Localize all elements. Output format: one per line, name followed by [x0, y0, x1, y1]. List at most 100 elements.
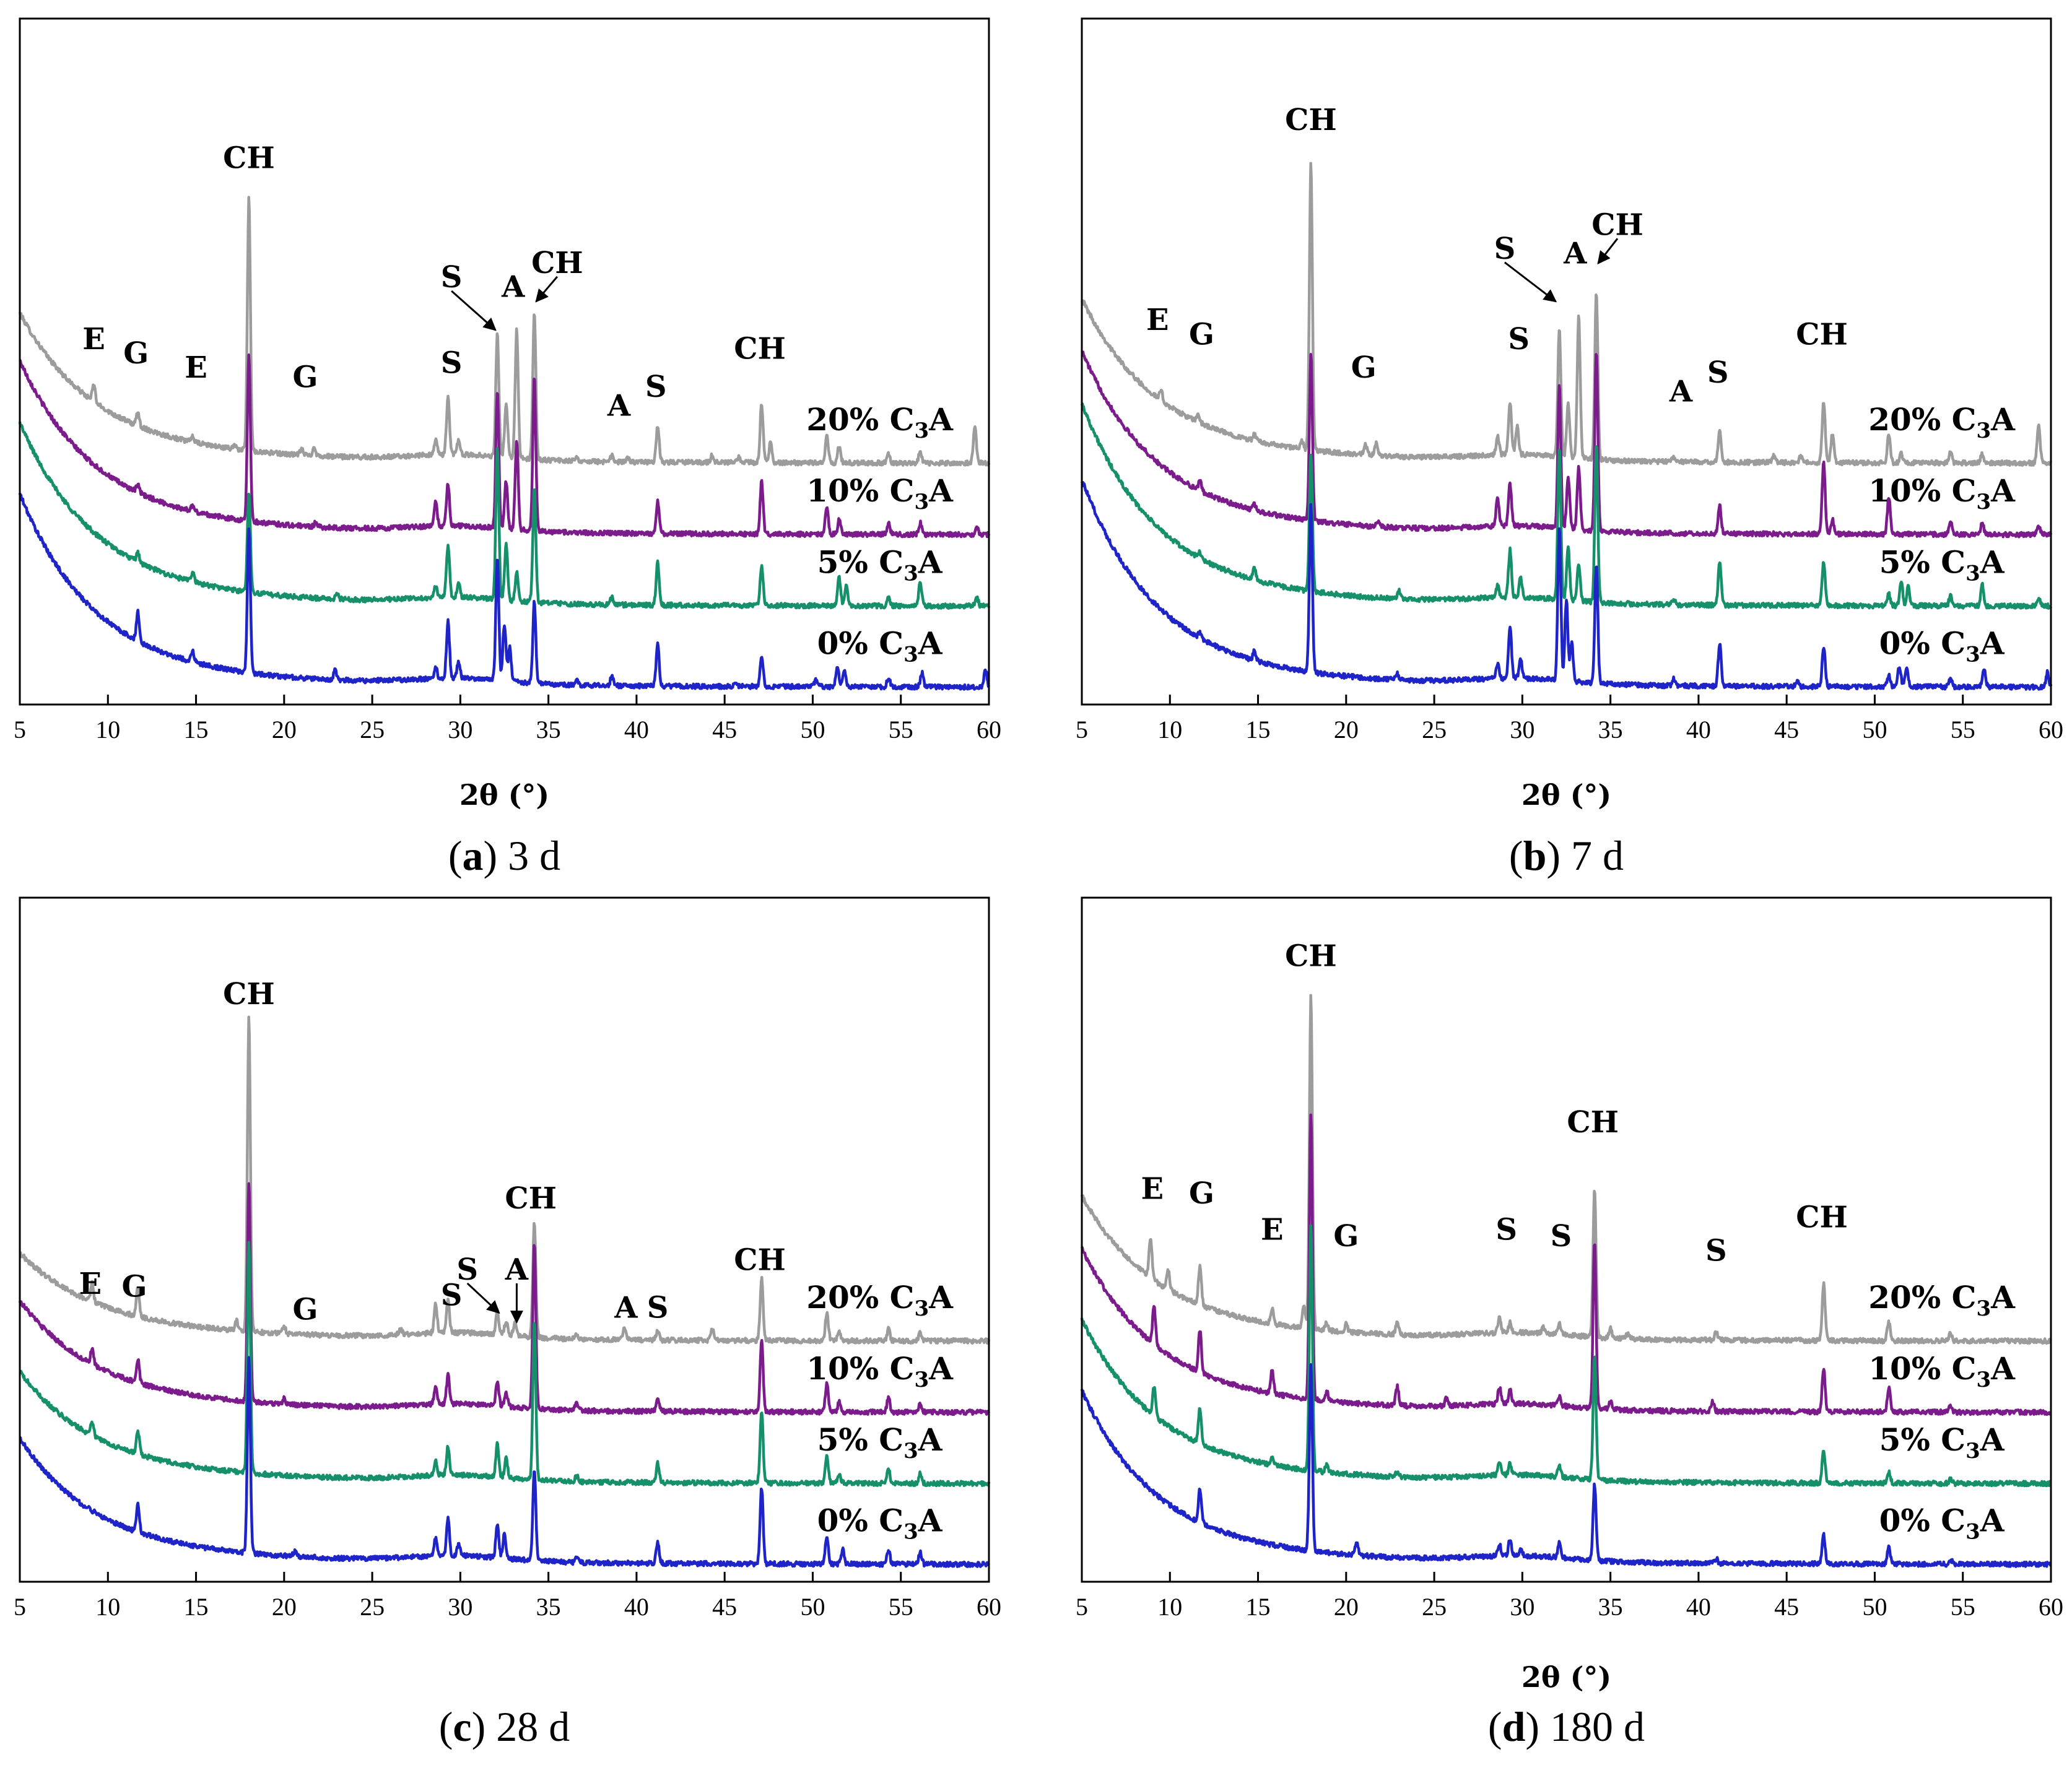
- series-line-5pct: [18, 421, 991, 610]
- series-label: 10% C3A: [806, 472, 954, 514]
- x-tick-label: 25: [360, 1593, 385, 1621]
- x-tick-label: 60: [2039, 1593, 2063, 1621]
- x-tick-label: 5: [1076, 716, 1088, 744]
- peak-label: S: [1707, 355, 1729, 390]
- peak-label: S: [1495, 1213, 1517, 1247]
- series-line-0pct: [19, 1356, 990, 1568]
- x-tick-label: 25: [360, 716, 385, 744]
- x-tick-label: 40: [624, 1593, 649, 1621]
- x-tick-label: 15: [1246, 1593, 1271, 1621]
- x-tick-label: 40: [1686, 716, 1711, 744]
- peak-label: CH: [1285, 103, 1337, 137]
- series-label: 10% C3A: [1868, 472, 2016, 514]
- peak-label: CH: [734, 1243, 786, 1278]
- x-axis-title: 2θ (°): [1521, 778, 1611, 812]
- peak-label: A: [614, 1290, 638, 1325]
- x-tick-label: 50: [1862, 1593, 1887, 1621]
- peak-label: A: [1669, 375, 1693, 409]
- peak-label: E: [185, 350, 207, 385]
- x-tick-label: 10: [95, 1593, 120, 1621]
- peak-arrow: [1504, 261, 1557, 303]
- series-label: 20% C3A: [806, 1279, 954, 1321]
- x-tick-label: 15: [184, 716, 209, 744]
- series-line-5pct: [1080, 402, 2053, 610]
- x-axis-title: 2θ (°): [459, 778, 549, 812]
- x-tick-label: 55: [889, 716, 913, 744]
- x-tick-label: 35: [536, 1593, 561, 1621]
- peak-label: G: [121, 1270, 147, 1304]
- x-tick-label: 30: [1510, 1593, 1534, 1621]
- x-tick-label: 10: [95, 716, 120, 744]
- x-tick-label: 35: [1598, 1593, 1623, 1621]
- peak-label: S: [1551, 1219, 1572, 1254]
- peak-label: G: [292, 1292, 318, 1327]
- peak-label: CH: [1567, 1105, 1619, 1140]
- x-tick-label: 45: [712, 1593, 737, 1621]
- peak-label: G: [1189, 317, 1214, 352]
- series-label: 10% C3A: [1868, 1350, 2016, 1392]
- peak-label: CH: [1591, 207, 1643, 242]
- x-tick-label: 10: [1157, 716, 1182, 744]
- panel-caption: (d) 180 d: [1488, 1703, 1645, 1750]
- peak-label: A: [607, 389, 631, 423]
- series-label: 20% C3A: [1868, 1279, 2016, 1321]
- panel-caption: (b) 7 d: [1509, 832, 1624, 879]
- peak-arrow: [535, 275, 559, 303]
- peak-label: S: [441, 260, 463, 295]
- x-tick-label: 40: [1686, 1593, 1711, 1621]
- x-tick-label: 45: [1774, 1593, 1799, 1621]
- peak-arrow: [466, 1282, 500, 1314]
- x-tick-label: 25: [1422, 1593, 1447, 1621]
- peak-label: CH: [223, 141, 275, 176]
- series-label: 0% C3A: [1879, 625, 2005, 667]
- plot-frame: [19, 896, 990, 1583]
- x-tick-label: 50: [800, 716, 825, 744]
- peak-label: G: [1351, 350, 1377, 385]
- series-line-20pct: [19, 1015, 991, 1345]
- x-tick-label: 15: [1246, 716, 1271, 744]
- x-tick-label: 5: [14, 1593, 26, 1621]
- x-tick-label: 60: [2039, 716, 2063, 744]
- x-tick-label: 45: [1774, 716, 1799, 744]
- peak-label: G: [123, 336, 149, 371]
- plot-frame: [19, 17, 990, 706]
- peak-label: CH: [505, 1181, 557, 1216]
- peak-label: CH: [223, 977, 275, 1012]
- x-tick-label: 60: [977, 1593, 1001, 1621]
- x-tick-label: 20: [1334, 1593, 1359, 1621]
- x-tick-label: 30: [448, 716, 472, 744]
- peak-label: CH: [1796, 1200, 1848, 1235]
- series-label: 0% C3A: [1879, 1503, 2005, 1545]
- x-tick-label: 35: [1598, 716, 1623, 744]
- peak-label: S: [1494, 232, 1516, 266]
- x-tick-label: 30: [1510, 716, 1534, 744]
- series-label: 20% C3A: [1868, 401, 2016, 443]
- peak-label: E: [1146, 303, 1169, 337]
- x-tick-label: 5: [14, 716, 26, 744]
- peak-label: CH: [531, 246, 583, 280]
- peak-arrow: [451, 290, 497, 331]
- x-tick-label: 25: [1422, 716, 1447, 744]
- peak-label: E: [82, 322, 105, 357]
- series-line-0pct: [1080, 481, 2053, 691]
- peak-label: S: [645, 370, 667, 404]
- x-tick-label: 55: [1951, 716, 1975, 744]
- peak-label: E: [79, 1267, 102, 1301]
- series-label: 20% C3A: [806, 401, 954, 443]
- x-tick-label: 20: [272, 1593, 297, 1621]
- series-line-20pct: [18, 196, 991, 467]
- series-line-10pct: [18, 1182, 991, 1416]
- panel-caption: (c) 28 d: [439, 1703, 570, 1750]
- peak-arrow: [1597, 238, 1619, 265]
- plot-frame: [1081, 17, 2052, 706]
- peak-label: CH: [1285, 939, 1337, 974]
- series-line-20pct: [1080, 994, 2053, 1345]
- peak-label: CH: [734, 331, 786, 366]
- x-tick-label: 50: [1862, 716, 1887, 744]
- x-tick-label: 45: [712, 716, 737, 744]
